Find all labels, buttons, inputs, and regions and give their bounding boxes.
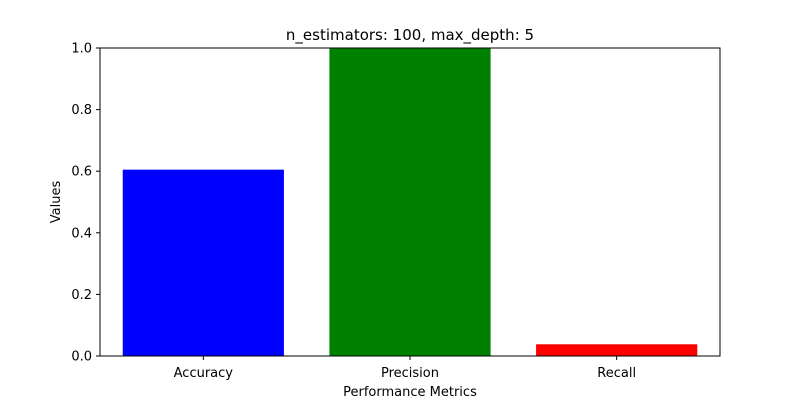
chart-title: n_estimators: 100, max_depth: 5 bbox=[286, 26, 534, 45]
bars-group bbox=[122, 48, 698, 356]
bar-recall bbox=[536, 344, 698, 356]
bar-accuracy bbox=[122, 169, 284, 356]
x-tick-label: Accuracy bbox=[174, 366, 234, 381]
x-tick-label: Precision bbox=[381, 366, 439, 381]
x-axis: Accuracy Precision Recall bbox=[174, 356, 636, 381]
y-tick-label: 0.8 bbox=[71, 103, 92, 118]
y-tick-label: 0.4 bbox=[71, 226, 92, 241]
plot-frame bbox=[99, 47, 721, 357]
y-axis: 0.0 0.2 0.4 0.6 0.8 1.0 bbox=[71, 42, 100, 365]
x-axis-label: Performance Metrics bbox=[343, 385, 477, 400]
x-tick-label: Recall bbox=[597, 366, 636, 381]
y-tick-label: 0.2 bbox=[71, 288, 92, 303]
y-tick-label: 1.0 bbox=[71, 42, 92, 57]
y-tick-label: 0.0 bbox=[71, 350, 92, 365]
bar-precision bbox=[329, 48, 491, 356]
y-tick-label: 0.6 bbox=[71, 165, 92, 180]
y-axis-label: Values bbox=[49, 181, 64, 224]
